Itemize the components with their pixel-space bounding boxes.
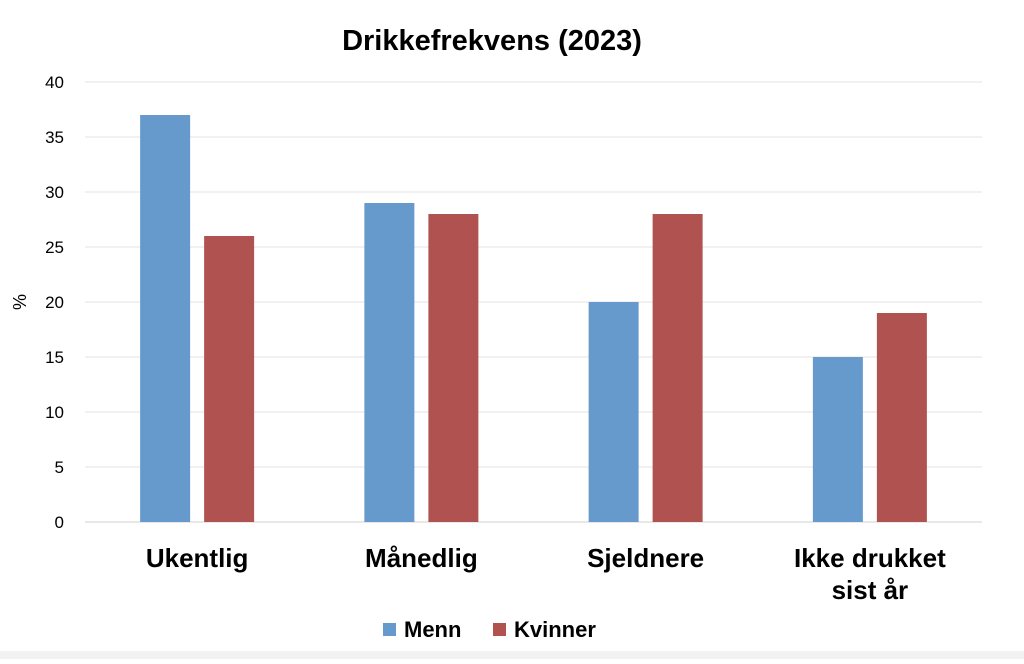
y-axis-label: % xyxy=(10,294,30,310)
bar-kvinner-1 xyxy=(428,214,479,522)
bar-kvinner-3 xyxy=(876,313,927,522)
bar-kvinner-0 xyxy=(204,236,255,522)
x-tick-label: Månedlig xyxy=(365,543,478,573)
bottom-band xyxy=(0,651,1024,659)
y-tick-label: 25 xyxy=(45,238,64,257)
bars xyxy=(140,115,927,522)
y-tick-label: 5 xyxy=(55,458,64,477)
x-tick-label: Sjeldnere xyxy=(587,543,704,573)
y-tick-label: 15 xyxy=(45,348,64,367)
y-tick-label: 10 xyxy=(45,403,64,422)
y-tick-label: 30 xyxy=(45,183,64,202)
y-tick-label: 0 xyxy=(55,513,64,532)
legend-label-kvinner: Kvinner xyxy=(514,617,596,642)
bar-menn-2 xyxy=(588,302,639,522)
bar-menn-3 xyxy=(812,357,863,522)
bar-menn-1 xyxy=(364,203,415,522)
x-tick-labels: Ukentlig Månedlig Sjeldnere Ikke drukket sis… xyxy=(146,543,946,605)
y-tick-label: 40 xyxy=(45,73,64,92)
x-tick-label: Ukentlig xyxy=(146,543,249,573)
legend: Menn Kvinner xyxy=(383,617,596,642)
legend-swatch-menn xyxy=(383,623,396,636)
y-tick-label: 20 xyxy=(45,293,64,312)
bar-menn-0 xyxy=(140,115,191,522)
y-tick-label: 35 xyxy=(45,128,64,147)
legend-label-menn: Menn xyxy=(404,617,461,642)
legend-swatch-kvinner xyxy=(493,623,506,636)
chart-title: Drikkefrekvens (2023) xyxy=(342,25,642,57)
x-tick-label: Ikke drukket sist år xyxy=(794,543,946,605)
bar-kvinner-2 xyxy=(652,214,703,522)
y-tick-labels: 0 5 10 15 20 25 30 35 40 xyxy=(45,73,64,532)
